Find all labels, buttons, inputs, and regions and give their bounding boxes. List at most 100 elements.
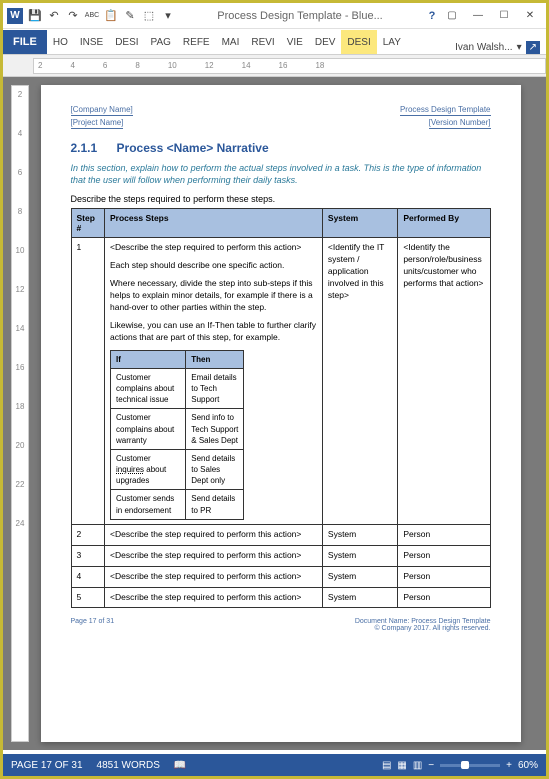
ruler-mark: 12 [16,285,25,294]
minimize-icon[interactable]: — [466,7,490,25]
ruler-mark: 16 [279,61,288,70]
col-system: System [322,209,397,238]
col-process: Process Steps [105,209,323,238]
table-row: Customer complains about warrantySend in… [111,409,244,450]
user-account[interactable]: Ivan Walsh... ▾ ↗ [455,41,546,54]
help-icon[interactable]: ? [424,8,440,24]
ruler-mark: 14 [16,324,25,333]
maximize-icon[interactable]: ☐ [492,7,516,25]
step-desc: Likewise, you can use an If-Then table t… [110,320,317,344]
page-header-2: [Project Name] [Version Number] [71,118,491,129]
tab-table-design[interactable]: DESI [341,30,376,54]
user-dropdown-icon[interactable]: ▾ [517,42,522,53]
table-row: 1 <Describe the step required to perform… [71,238,490,524]
status-proofing-icon[interactable]: 📖 [174,760,186,771]
cell: System [322,524,397,545]
cell: Person [398,545,490,566]
ruler-mark: 8 [135,61,139,70]
cell: Customer complains about technical issue [111,368,186,409]
redo-icon[interactable]: ↷ [65,8,81,24]
ruler-mark: 2 [38,61,42,70]
undo-icon[interactable]: ↶ [46,8,62,24]
cell: Person [398,566,490,587]
file-tab[interactable]: FILE [3,30,47,54]
cell: Send details to PR [186,490,244,519]
paste-icon[interactable]: 📋 [103,8,119,24]
cell: 3 [71,545,105,566]
ruler-mark: 6 [103,61,107,70]
word-app-icon: W [7,8,23,24]
cell: Send details to Sales Dept only [186,449,244,490]
col-then: Then [186,350,244,368]
tab-review[interactable]: REVI [245,30,280,54]
step-desc: Each step should describe one specific a… [110,260,317,272]
cell: Person [398,587,490,608]
share-icon[interactable]: ↗ [526,41,540,54]
zoom-slider[interactable] [440,764,500,767]
footer-copyright: © Company 2017. All rights reserved. [355,625,491,632]
table-row: 2<Describe the step required to perform … [71,524,490,545]
cell: Send info to Tech Support & Sales Dept [186,409,244,450]
section-intro: In this section, explain how to perform … [71,163,491,186]
zoom-level[interactable]: 60% [518,760,538,771]
window-controls: ▢ — ☐ ✕ [440,7,542,25]
close-icon[interactable]: ✕ [518,7,542,25]
tab-page-layout[interactable]: PAG [145,30,177,54]
status-page[interactable]: PAGE 17 OF 31 [11,760,83,771]
zoom-in-icon[interactable]: + [506,760,512,771]
table-row: Customer inquires about upgradesSend det… [111,449,244,490]
tab-design[interactable]: DESI [109,30,144,54]
horizontal-ruler[interactable]: 2 4 6 8 10 12 14 16 18 [33,58,546,74]
spellcheck-icon[interactable]: ABC [84,8,100,24]
ruler-mark: 8 [18,207,22,216]
horizontal-ruler-area: 2 4 6 8 10 12 14 16 18 [3,55,546,77]
tab-mailings[interactable]: MAI [216,30,246,54]
step-desc: <Describe the step required to perform t… [110,242,317,254]
cell: System [322,587,397,608]
cell-step-num: 1 [71,238,105,524]
header-project: [Project Name] [71,118,124,129]
tab-layout[interactable]: LAY [377,30,407,54]
document-page[interactable]: [Company Name] Process Design Template [… [41,85,521,742]
section-name: Process <Name> Narrative [117,141,269,155]
layout-icon[interactable]: ⬚ [141,8,157,24]
ruler-mark: 14 [242,61,251,70]
cell: System [322,566,397,587]
header-version: [Version Number] [429,118,491,129]
tab-view[interactable]: VIE [281,30,309,54]
instruction-text: Describe the steps required to perform t… [71,194,491,204]
footer-page: Page 17 of 31 [71,618,115,632]
view-print-icon[interactable]: ▦ [397,760,406,771]
ruler-mark: 2 [18,90,22,99]
tab-home[interactable]: HO [47,30,74,54]
cell: <Describe the step required to perform t… [105,566,323,587]
status-words[interactable]: 4851 WORDS [97,760,160,771]
draw-icon[interactable]: ✎ [122,8,138,24]
cell: 2 [71,524,105,545]
save-icon[interactable]: 💾 [27,8,43,24]
vertical-ruler[interactable]: 2 4 6 8 10 12 14 16 18 20 22 24 [11,85,29,742]
ribbon-collapse-icon[interactable]: ▢ [440,7,464,25]
document-area[interactable]: 2 4 6 8 10 12 14 16 18 20 22 24 [Company… [3,77,546,750]
quick-access-toolbar: 💾 ↶ ↷ ABC 📋 ✎ ⬚ ▾ [27,8,176,24]
status-bar: PAGE 17 OF 31 4851 WORDS 📖 ▤ ▦ ▥ − + 60% [3,754,546,776]
cell-system: <Identify the IT system / application in… [322,238,397,524]
cell: System [322,545,397,566]
view-controls: ▤ ▦ ▥ − + 60% [382,760,538,771]
zoom-out-icon[interactable]: − [428,760,434,771]
table-row: 4<Describe the step required to perform … [71,566,490,587]
ruler-mark: 12 [205,61,214,70]
page-footer: Page 17 of 31 Document Name: Process Des… [71,618,491,632]
ruler-mark: 18 [16,402,25,411]
view-web-icon[interactable]: ▥ [413,760,422,771]
tab-insert[interactable]: INSE [74,30,109,54]
ruler-mark: 18 [315,61,324,70]
tab-references[interactable]: REFE [177,30,216,54]
qat-more-icon[interactable]: ▾ [160,8,176,24]
view-read-icon[interactable]: ▤ [382,760,391,771]
cell: Customer inquires about upgrades [111,449,186,490]
cell-process-steps: <Describe the step required to perform t… [105,238,323,524]
tab-developer[interactable]: DEV [309,30,342,54]
if-then-table: IfThen Customer complains about technica… [110,350,244,520]
cell: 5 [71,587,105,608]
